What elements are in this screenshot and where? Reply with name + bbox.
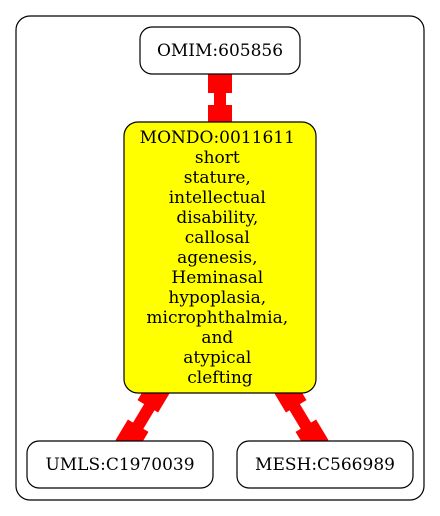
mondo-line: callosal [185,228,250,248]
mondo-line: atypical [183,348,251,368]
node-mesh-label: MESH:C566989 [255,455,395,475]
mondo-line: intellectual [169,188,266,208]
edge-link [214,92,226,106]
cluster-border [15,15,425,501]
node-mondo-box [123,121,317,394]
edge-omim-mondo [208,69,232,129]
mondo-line: disability, [176,208,258,228]
mondo-line: and [201,328,233,348]
edge-link [132,401,156,431]
mondo-line: hypoplasia, [168,288,266,308]
mondo-line: Heminasal [171,268,263,288]
node-umls[interactable]: UMLS:C1970039 [26,440,214,489]
mondo-line: clefting [187,368,253,388]
mondo-line: MONDO:0011611 [140,128,295,148]
node-omim-box [139,26,301,75]
node-umls-box [26,440,214,489]
node-mondo[interactable]: MONDO:0011611 short stature, intellectua… [123,121,317,394]
edge-link [288,401,312,431]
mondo-line: short [195,148,240,168]
mondo-line: stature, [184,168,251,188]
node-omim[interactable]: OMIM:605856 [139,26,301,75]
mondo-line: agenesis, [177,248,257,268]
node-omim-label: OMIM:605856 [157,41,283,61]
node-mondo-label: MONDO:0011611 short stature, intellectua… [140,128,301,388]
mondo-line: microphthalmia, [146,308,288,328]
node-umls-label: UMLS:C1970039 [45,455,194,475]
node-mesh[interactable]: MESH:C566989 [236,440,414,489]
node-mesh-box [236,440,414,489]
